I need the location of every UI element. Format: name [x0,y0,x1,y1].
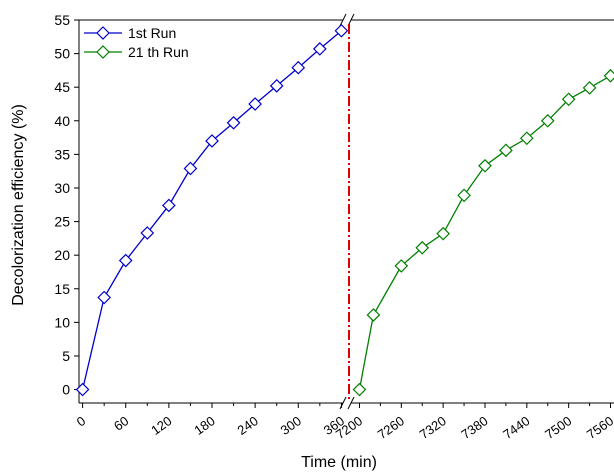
y-tick-label: 0 [62,382,70,398]
legend-item: 1st Run [84,25,176,41]
x-axis-title: Time (min) [301,454,377,471]
data-point [291,60,306,75]
data-point [582,81,597,95]
data-point [561,92,576,107]
y-axis-title: Decolorization efficiency (%) [10,104,27,306]
data-point [457,188,471,203]
y-tick-label: 15 [54,281,70,297]
y-tick-label: 5 [62,348,70,364]
data-point [248,97,262,111]
x-tick-label: 0 [74,413,89,429]
data-point [519,131,534,146]
axis-break-mark [339,13,347,27]
data-point [352,382,367,397]
axis-break-mark [347,396,355,410]
data-point [226,115,241,130]
legend-label: 1st Run [128,25,176,41]
series-line [358,75,611,390]
y-tick-label: 35 [54,146,70,162]
legend-marker [96,26,110,40]
x-tick-label: 7440 [500,413,532,442]
data-point [183,161,198,176]
legend: 1st Run 21 th Run [84,25,189,60]
x-tick-label: 120 [148,413,174,438]
y-tick-label: 25 [54,214,70,230]
x-tick-label: 7500 [542,413,574,442]
y-tick-label: 30 [54,180,70,196]
data-point [436,226,450,241]
legend-item: 21 th Run [84,44,189,60]
x-tick-label: 7260 [375,413,407,442]
data-point [334,23,349,38]
y-tick-label: 10 [54,314,70,330]
data-point [394,259,409,273]
x-tick-label: 7380 [458,413,490,442]
data-point [366,308,381,322]
x-tick-label: 300 [278,413,304,438]
x-tick-label: 60 [111,413,131,434]
legend-marker [96,45,110,59]
data-point [415,240,430,255]
y-tick-label: 55 [54,12,70,28]
series-2 [352,68,614,397]
x-tick-label: 7560 [584,413,614,442]
x-tick-label: 240 [234,413,260,438]
y-tick-label: 20 [54,247,70,263]
y-tick-label: 50 [54,46,70,62]
data-point [603,68,614,83]
data-point [312,42,327,56]
data-point [269,79,284,93]
y-tick-label: 40 [54,113,70,129]
data-point [118,253,133,268]
legend-label: 21 th Run [128,44,189,60]
x-tick-label: 180 [191,413,217,438]
data-point [205,134,219,148]
data-point [97,290,112,305]
series-1 [75,23,349,397]
data-point [162,198,176,213]
x-tick-label: 7320 [417,413,449,442]
data-point [478,158,492,173]
series-line [81,30,342,390]
data-point [140,226,155,240]
plot-area [75,23,614,401]
data-point [75,382,90,397]
y-tick-label: 45 [54,79,70,95]
data-point [499,143,513,158]
data-point [540,113,555,128]
